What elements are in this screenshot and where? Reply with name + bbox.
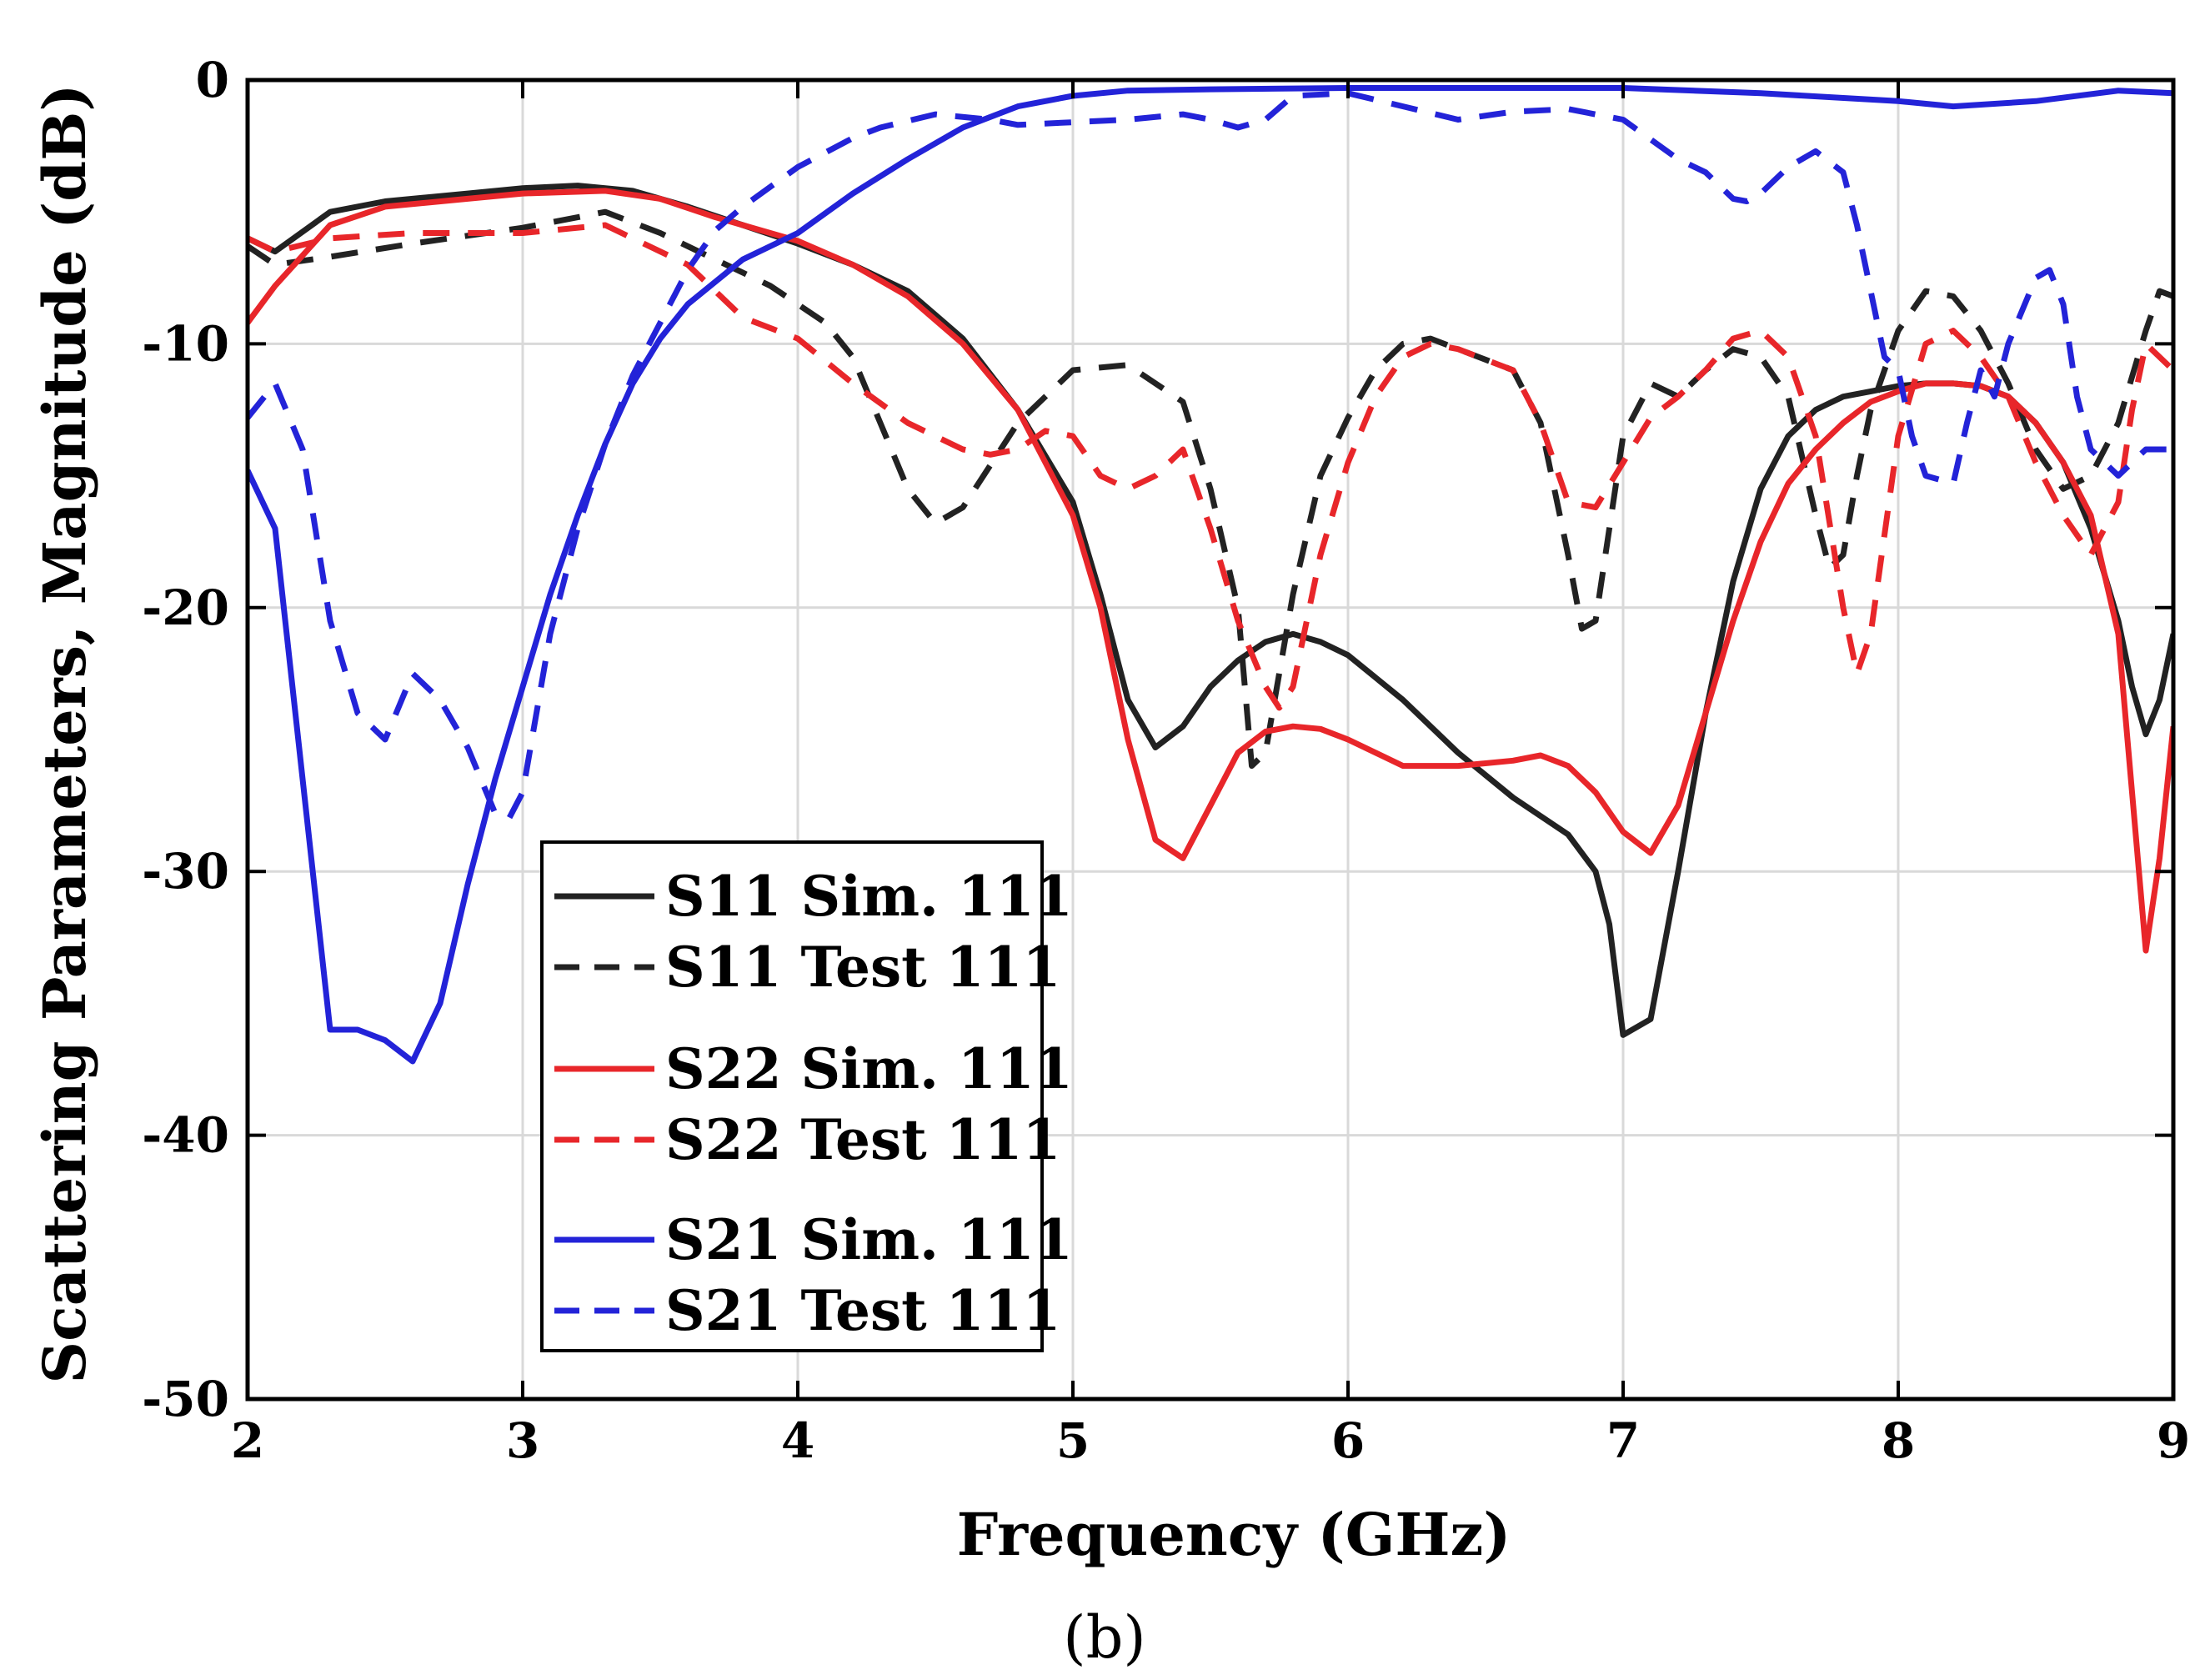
plot-area	[248, 85, 2173, 1065]
legend-label: S21 Test 111	[665, 1278, 1060, 1343]
plot-frame	[245, 78, 2176, 1402]
x-tick-label: 4	[781, 1412, 814, 1469]
y-tick-label: -10	[142, 315, 229, 372]
x-tick-label: 6	[1331, 1412, 1365, 1469]
series-line-s21-test-111	[248, 90, 2173, 822]
x-tick-label: 8	[1882, 1412, 1915, 1469]
series-line-s22-test-111	[248, 222, 2173, 711]
y-tick-label: -40	[142, 1107, 229, 1164]
series-line-s21-sim-111	[248, 85, 2173, 1065]
legend-label: S11 Test 111	[665, 935, 1060, 1000]
y-tick-label: 0	[196, 52, 229, 108]
x-axis-label: Frequency (GHz)	[957, 1500, 1511, 1569]
x-tick-label: 2	[231, 1412, 264, 1469]
legend-label: S21 Sim. 111	[665, 1207, 1073, 1272]
y-tick-label: -50	[142, 1371, 229, 1427]
x-tick-label: 5	[1056, 1412, 1090, 1469]
x-tick-label: 3	[506, 1412, 539, 1469]
series-line-s22-sim-111	[248, 188, 2173, 954]
y-tick-label: -30	[142, 843, 229, 900]
legend-box	[540, 840, 1044, 1352]
figure-caption: (b)	[1063, 1603, 1145, 1672]
legend-label: S22 Test 111	[665, 1107, 1060, 1172]
x-tick-label: 7	[1606, 1412, 1640, 1469]
y-tick-label: -20	[142, 579, 229, 636]
legend-label: S11 Sim. 111	[665, 864, 1073, 929]
axis-ticks: 2 3 4 5 6 7 8 9 0 -10 -20 -30 -40 -50	[142, 52, 2190, 1469]
legend-label: S22 Sim. 111	[665, 1036, 1073, 1101]
series-line-s11-test-111	[248, 208, 2173, 770]
x-tick-label: 9	[2157, 1412, 2190, 1469]
y-axis-label: Scattering Parameters, Magnitude (dB)	[30, 84, 99, 1384]
